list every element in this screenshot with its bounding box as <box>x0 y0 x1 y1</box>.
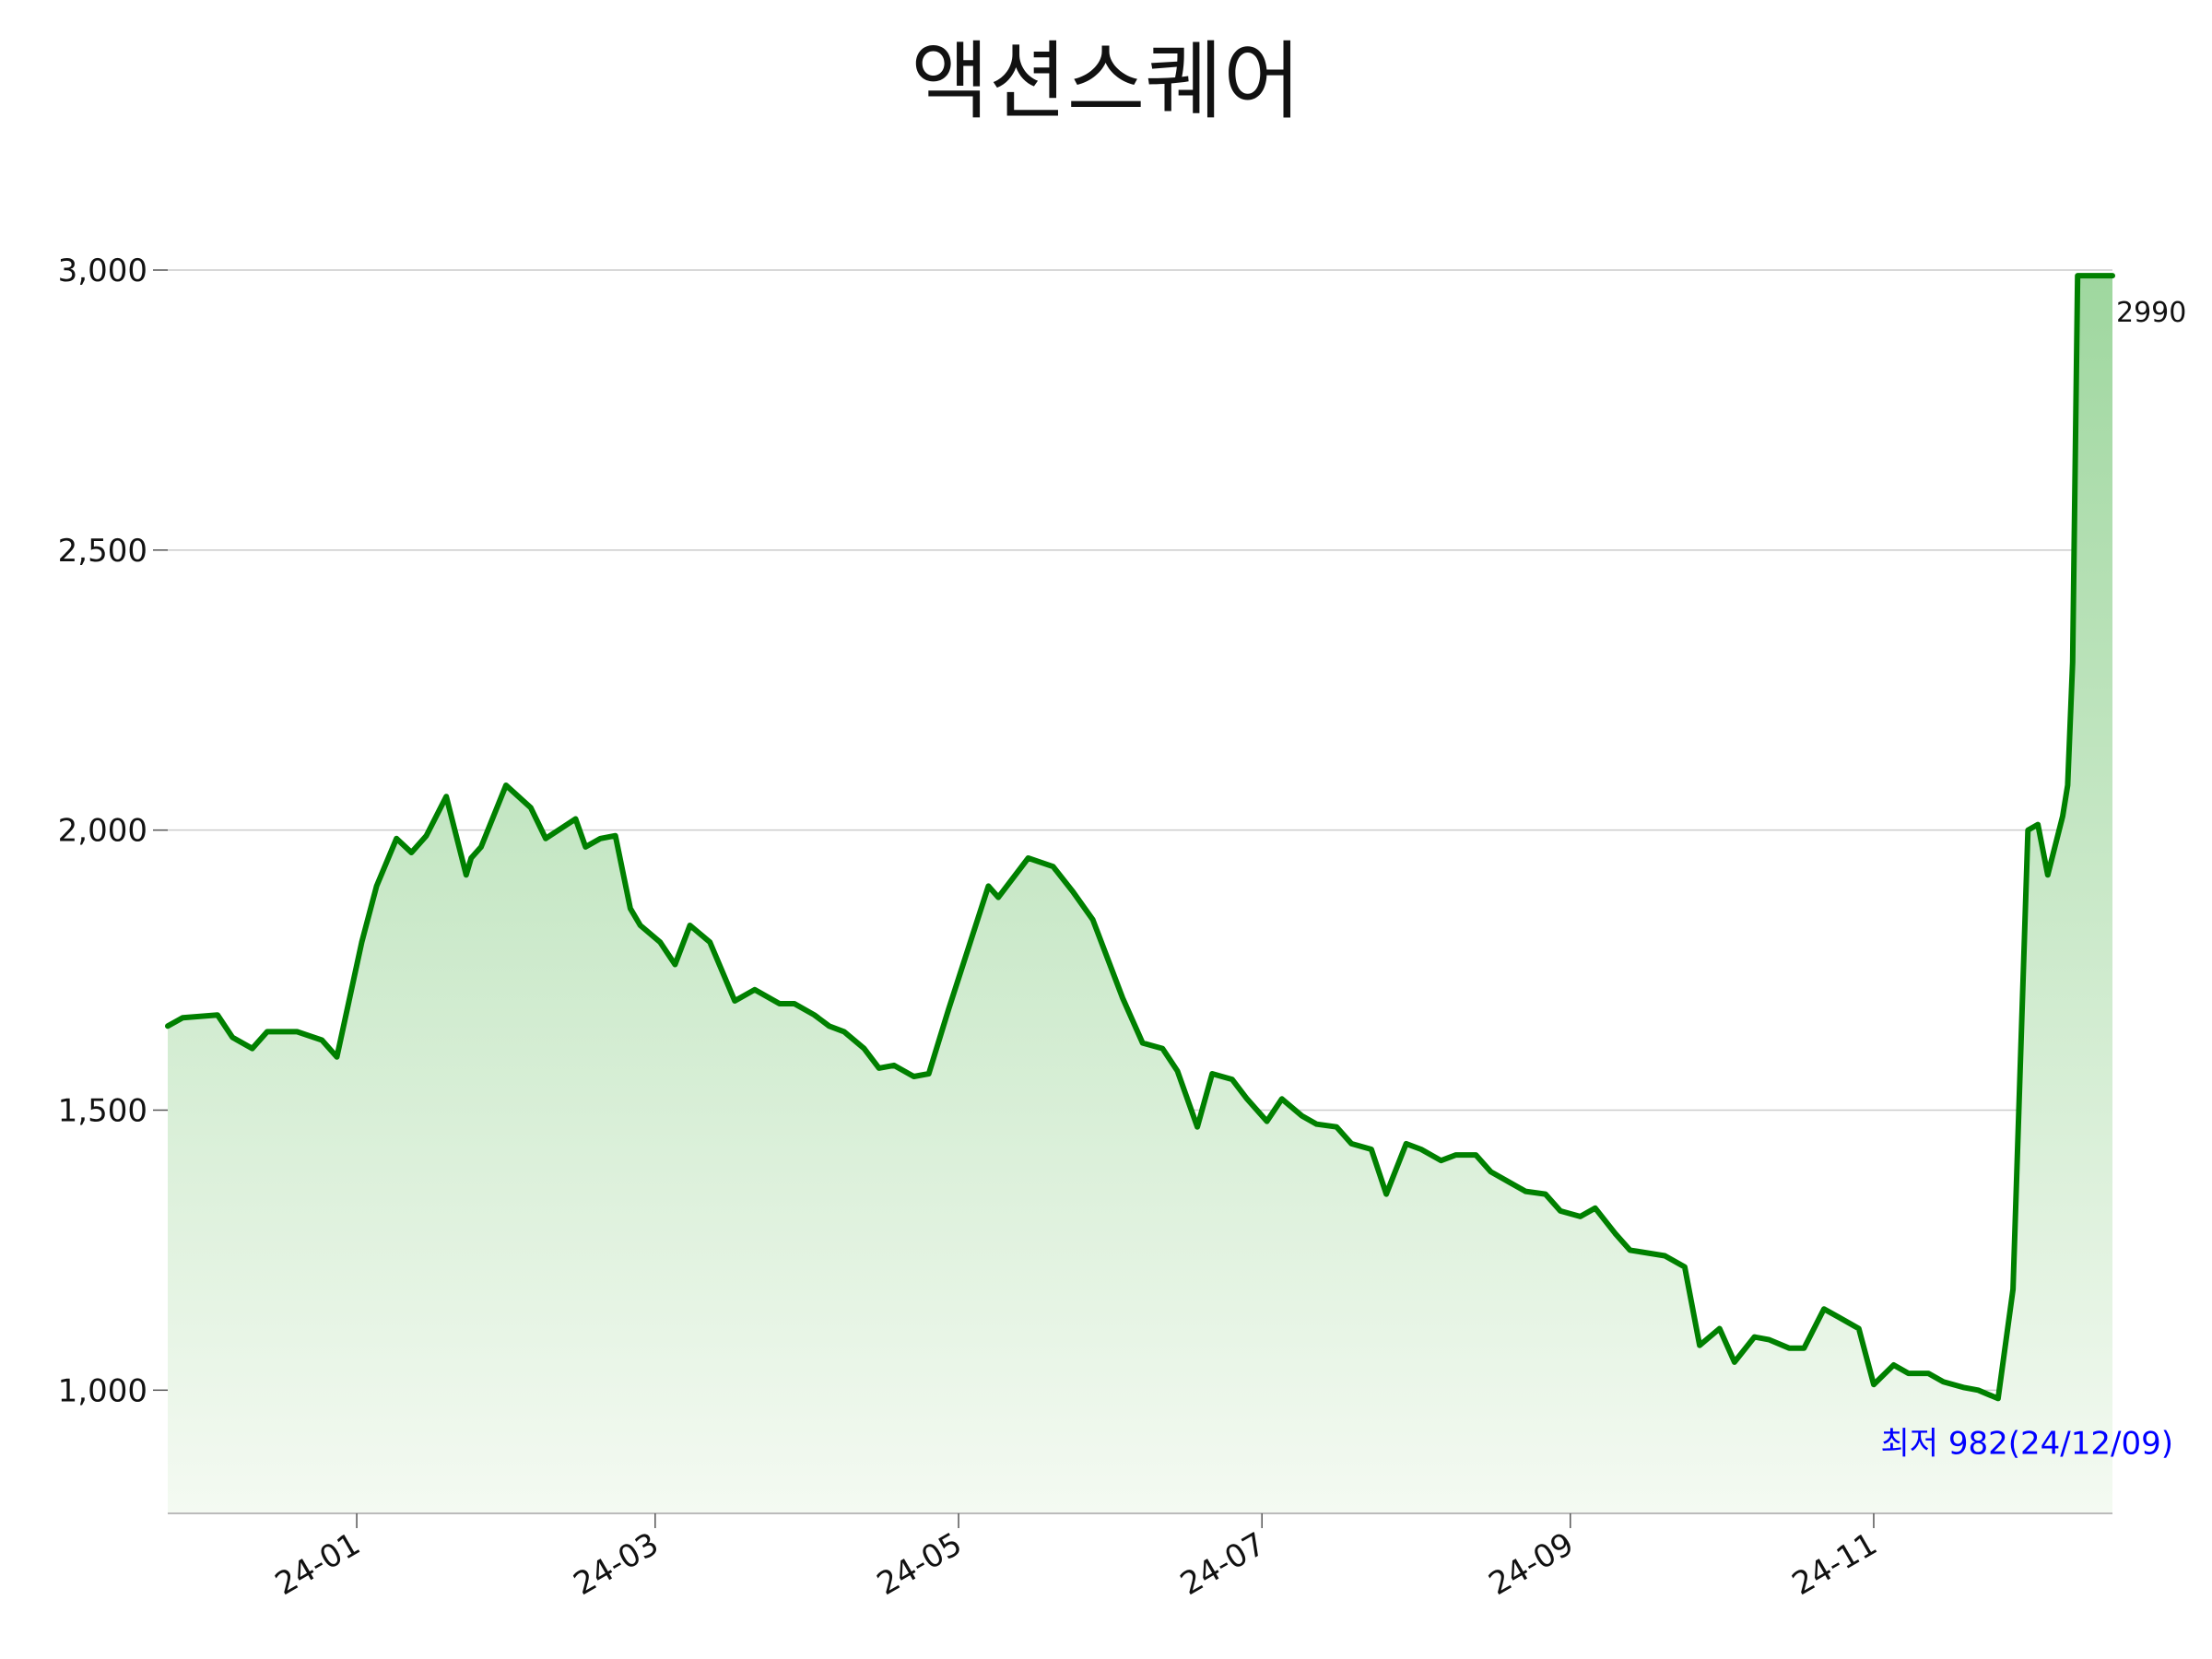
chart-title: 액션스퀘어 <box>911 32 1301 131</box>
x-tick-label: 24-11 <box>1786 1525 1884 1603</box>
y-tick-label: 3,000 <box>58 253 147 289</box>
y-tick-label: 2,500 <box>58 533 147 570</box>
x-tick-label: 24-03 <box>568 1525 665 1603</box>
y-tick-label: 1,500 <box>58 1092 147 1129</box>
last-value-label: 2990 <box>2116 297 2186 329</box>
x-tick-label: 24-07 <box>1174 1525 1272 1603</box>
x-axis: 24-01 24-03 24-05 24-07 24-09 24-11 <box>269 1513 1883 1603</box>
y-axis: 1,000 1,500 2,000 2,500 3,000 <box>58 253 168 1409</box>
x-tick-label: 24-01 <box>269 1525 367 1603</box>
y-tick-label: 2,000 <box>58 813 147 850</box>
y-tick-label: 1,000 <box>58 1372 147 1409</box>
series-line <box>165 273 2115 1402</box>
x-tick-label: 24-05 <box>871 1525 969 1603</box>
x-tick-label: 24-09 <box>1483 1525 1581 1603</box>
series-area-fill <box>168 276 2112 1514</box>
min-value-label: 최저 982(24/12/09) <box>1881 1425 2174 1462</box>
